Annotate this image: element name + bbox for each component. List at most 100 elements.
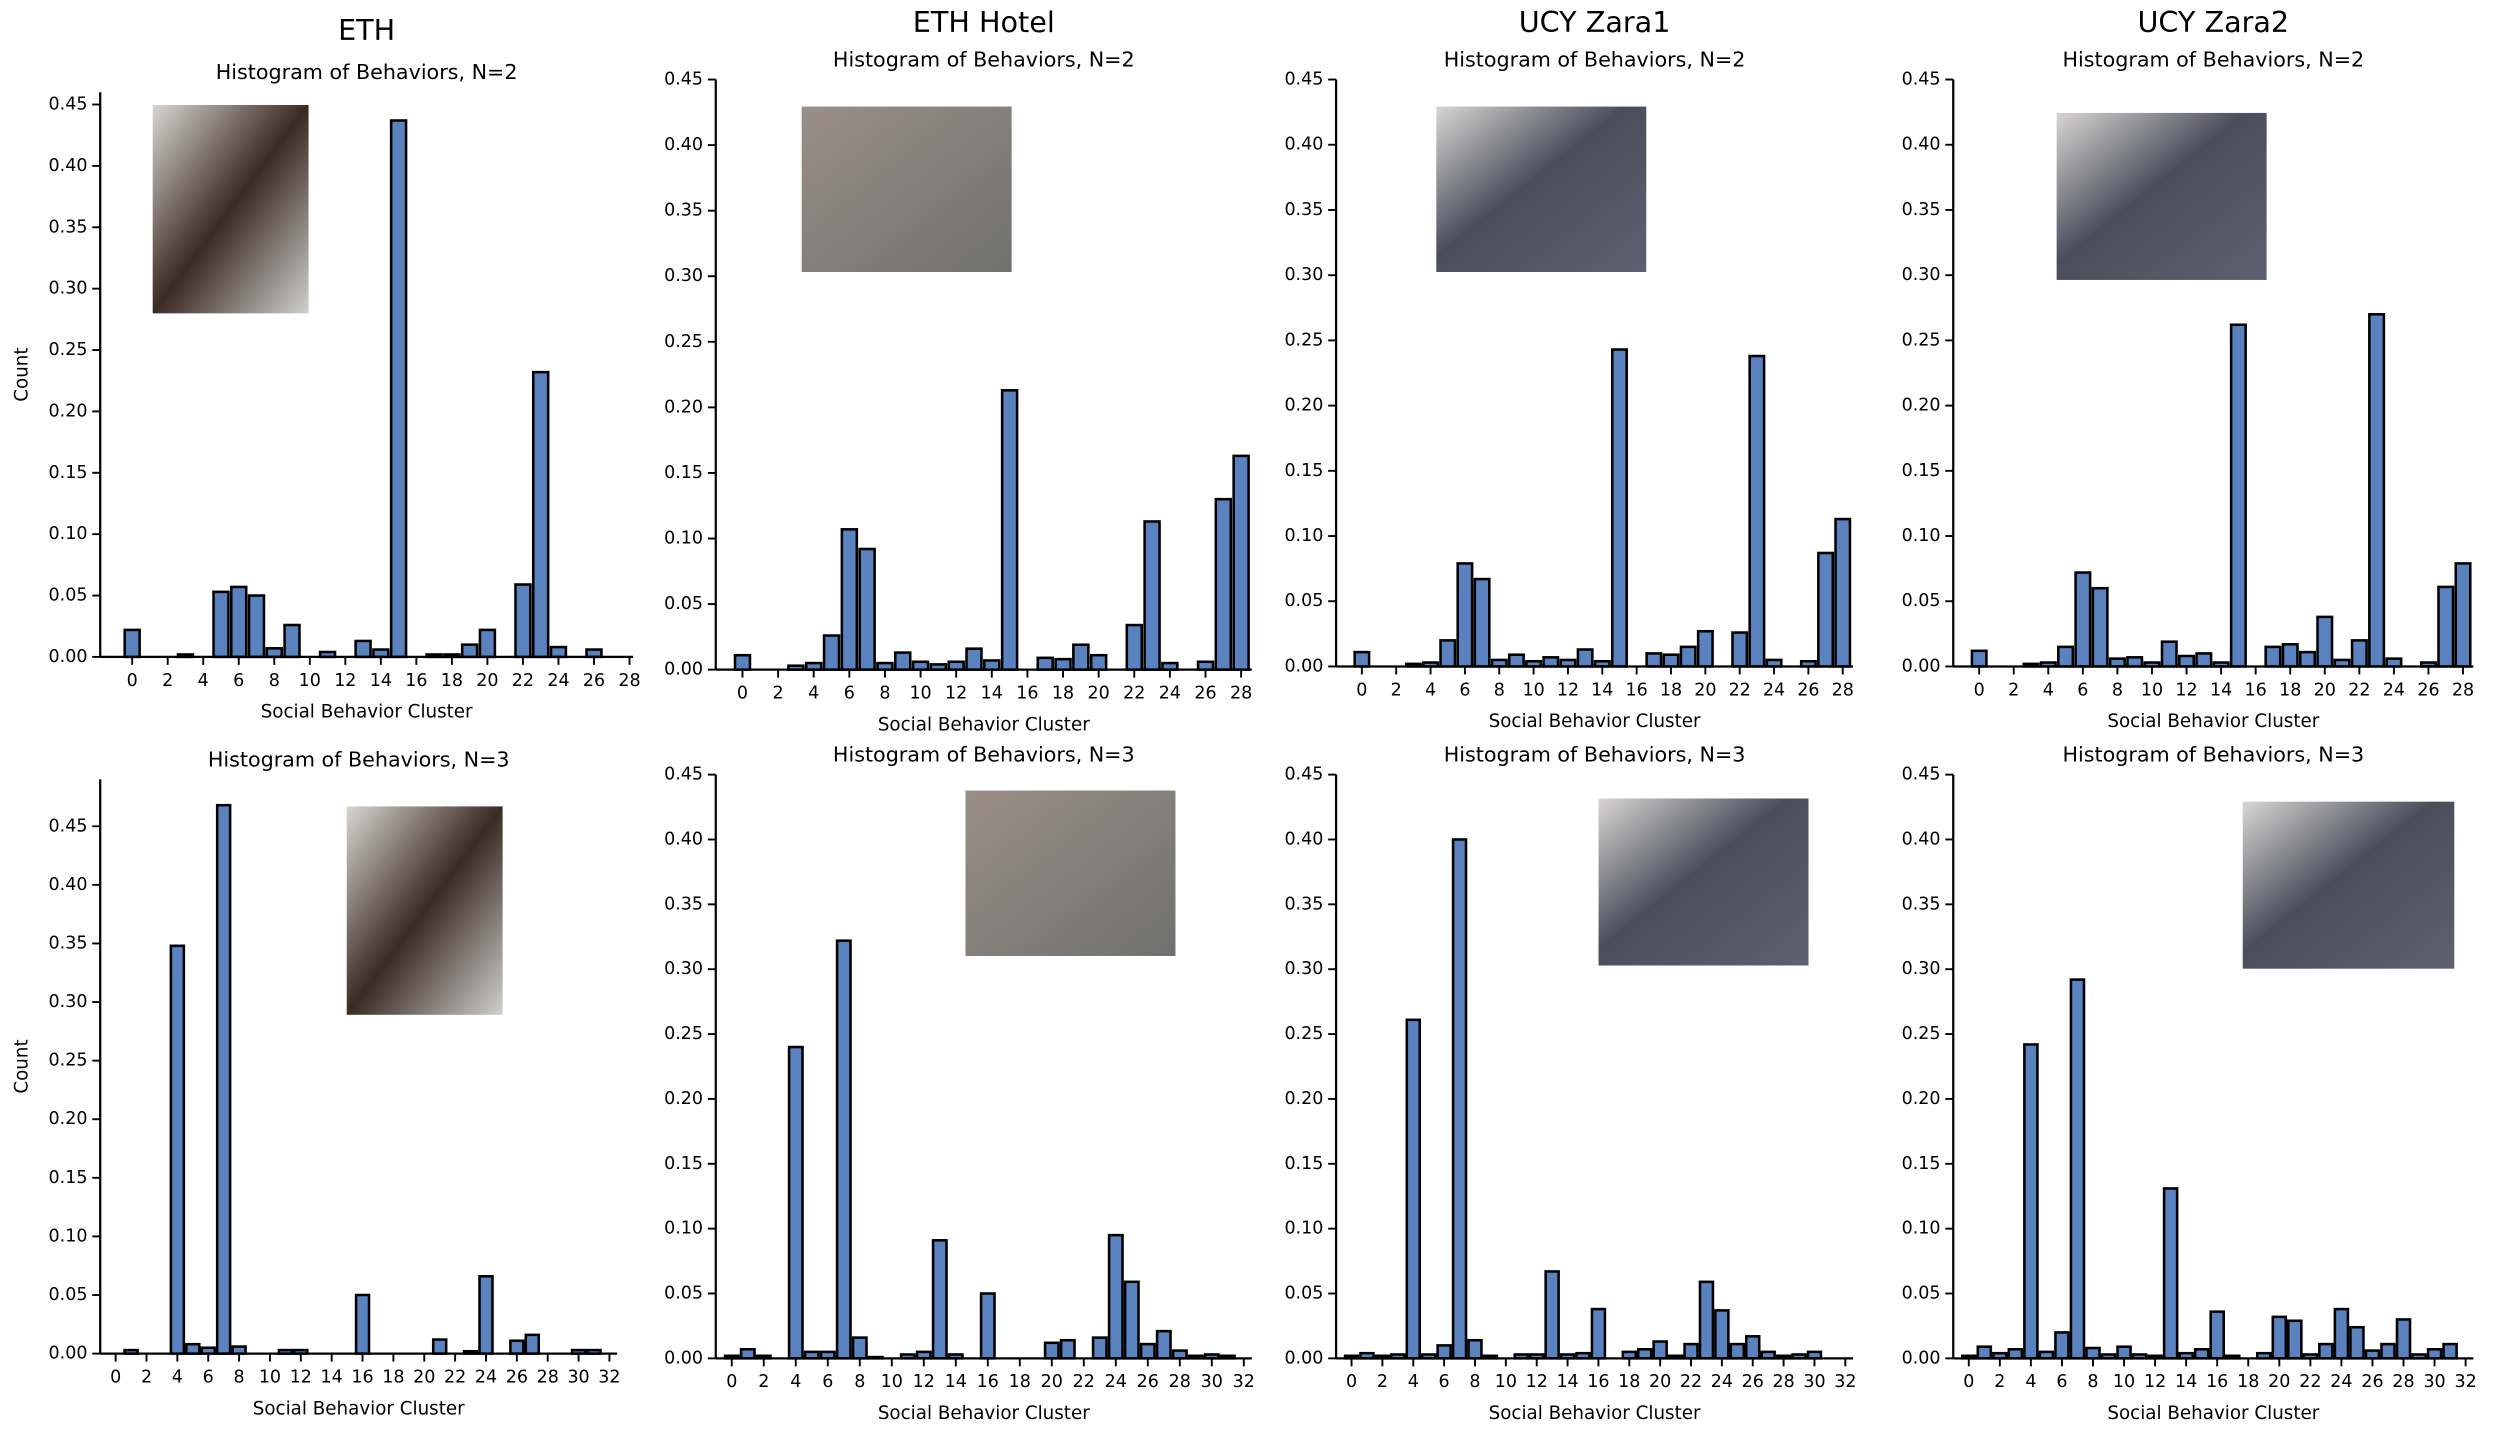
bar — [1636, 1348, 1653, 1360]
x-tick-label: 26 — [2361, 1372, 2383, 1392]
x-tick-label: 30 — [1803, 1372, 1825, 1392]
bar — [931, 1239, 948, 1360]
bar — [1196, 660, 1215, 671]
bar — [858, 547, 876, 671]
y-tick-label: 0.15 — [49, 463, 88, 483]
scene-photo — [801, 106, 1012, 272]
y-tick-label: 0.00 — [49, 647, 88, 667]
y-tick-label: 0.00 — [1902, 656, 1941, 676]
x-tick-label: 4 — [1408, 1372, 1419, 1392]
bar — [2178, 654, 2196, 668]
bar — [822, 634, 841, 671]
chart-title: Histogram of Behaviors, N=2 — [216, 60, 518, 84]
bar — [1507, 653, 1525, 668]
y-tick-label: 0.20 — [1284, 1089, 1323, 1109]
x-tick-label: 12 — [2175, 680, 2197, 700]
x-tick-label: 14 — [981, 684, 1003, 704]
bar — [478, 628, 497, 659]
x-tick-label: 24 — [475, 1367, 497, 1387]
bar — [2333, 1307, 2350, 1360]
bar — [1353, 650, 1371, 668]
y-tick-label: 0.00 — [664, 1348, 703, 1368]
x-tick-label: 2 — [773, 684, 784, 704]
x-tick-label: 6 — [822, 1372, 833, 1392]
y-tick-label: 0.20 — [49, 1109, 88, 1129]
x-axis-label: Social Behavior Cluster — [1489, 1403, 1701, 1424]
x-tick-label: 18 — [2279, 680, 2301, 700]
x-tick-label: 20 — [1088, 684, 1110, 704]
x-tick-label: 2 — [141, 1367, 152, 1387]
x-tick-label: 12 — [1557, 680, 1579, 700]
y-tick-label: 0.35 — [1902, 200, 1941, 220]
bar — [431, 1338, 448, 1355]
chart-title: Histogram of Behaviors, N=2 — [833, 47, 1135, 71]
y-tick-label: 0.35 — [1284, 200, 1323, 220]
x-tick-label: 10 — [299, 671, 321, 691]
y-tick-label: 0.05 — [664, 1284, 703, 1304]
y-tick-label: 0.00 — [1284, 656, 1323, 676]
column-title: UCY Zara1 — [1519, 5, 1671, 39]
x-tick-label: 26 — [1194, 684, 1216, 704]
bar — [215, 803, 232, 1355]
x-tick-label: 6 — [233, 671, 244, 691]
bar — [2264, 645, 2282, 668]
x-tick-label: 16 — [2245, 680, 2267, 700]
x-tick-label: 4 — [808, 684, 819, 704]
bar — [1542, 656, 1560, 668]
y-tick-label: 0.40 — [49, 156, 88, 176]
y-tick-label: 0.40 — [1902, 135, 1941, 155]
bar — [894, 651, 912, 671]
x-tick-label: 16 — [405, 671, 427, 691]
x-tick-label: 22 — [512, 671, 534, 691]
bar — [2160, 640, 2178, 668]
x-tick-label: 8 — [2112, 680, 2123, 700]
bar — [1171, 1349, 1188, 1360]
x-tick-label: 32 — [1834, 1372, 1856, 1392]
y-tick-label: 0.20 — [664, 397, 703, 417]
bar — [1072, 643, 1090, 671]
bar — [1662, 653, 1680, 668]
y-tick-label: 0.05 — [49, 586, 88, 606]
bar — [1089, 653, 1108, 671]
x-tick-label: 26 — [2417, 680, 2439, 700]
x-tick-label: 4 — [2043, 680, 2054, 700]
x-tick-label: 8 — [269, 671, 280, 691]
bar — [1744, 1335, 1761, 1360]
y-tick-label: 0.20 — [664, 1089, 703, 1109]
x-tick-label: 28 — [1230, 684, 1252, 704]
y-tick-label: 0.45 — [1284, 765, 1323, 785]
x-tick-label: 10 — [1522, 680, 1544, 700]
x-tick-label: 12 — [334, 671, 356, 691]
x-tick-label: 16 — [977, 1372, 999, 1392]
bar — [2316, 615, 2334, 668]
y-tick-label: 0.35 — [1284, 894, 1323, 914]
bar — [2281, 643, 2299, 668]
x-tick-label: 8 — [2087, 1372, 2098, 1392]
y-tick-label: 0.10 — [49, 1226, 88, 1246]
bar — [1834, 517, 1852, 668]
y-tick-label: 0.10 — [1902, 1219, 1941, 1239]
chart-title: Histogram of Behaviors, N=3 — [1444, 743, 1746, 767]
bar — [2349, 1325, 2365, 1360]
scene-photo — [965, 790, 1176, 956]
column-title: UCY Zara2 — [2137, 5, 2289, 39]
y-tick-label: 0.10 — [664, 529, 703, 549]
x-tick-label: 20 — [413, 1367, 435, 1387]
x-tick-label: 2 — [1391, 680, 1402, 700]
x-tick-label: 32 — [2454, 1372, 2476, 1392]
y-tick-label: 0.45 — [1902, 765, 1941, 785]
bar — [911, 660, 930, 671]
x-tick-label: 22 — [2299, 1372, 2321, 1392]
x-axis-label: Social Behavior Cluster — [2107, 711, 2319, 732]
y-tick-label: 0.10 — [49, 524, 88, 544]
bar — [1590, 1307, 1607, 1360]
y-tick-label: 0.20 — [1284, 396, 1323, 416]
bar — [2298, 650, 2317, 668]
x-tick-label: 20 — [1694, 680, 1716, 700]
charts: ETH Histogram of Behaviors, N=2 0.00 0.05 0.… — [11, 5, 2476, 1424]
x-tick-label: 4 — [2025, 1372, 2036, 1392]
bar — [2395, 1318, 2412, 1360]
x-tick-label: 22 — [1680, 1372, 1702, 1392]
bar — [1232, 454, 1250, 671]
x-tick-label: 20 — [476, 671, 498, 691]
